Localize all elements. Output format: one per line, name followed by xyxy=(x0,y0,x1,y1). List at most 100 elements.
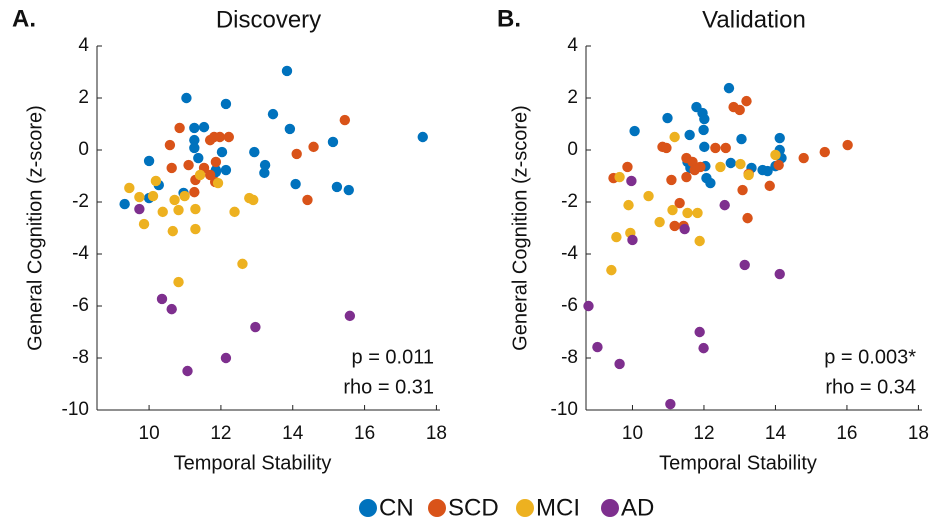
chart-title: Discovery xyxy=(216,6,321,33)
x-tick-label: 14 xyxy=(765,423,787,444)
scatter-point xyxy=(327,136,339,148)
scatter-point xyxy=(695,161,706,173)
scatter-point xyxy=(643,190,654,202)
scatter-point xyxy=(190,203,201,215)
scatter-point xyxy=(669,220,680,232)
scatter-point xyxy=(302,194,313,206)
y-tick-label: -6 xyxy=(561,295,578,316)
scatter-point xyxy=(169,194,180,206)
scatter-point xyxy=(417,131,428,143)
scatter-point xyxy=(622,161,633,173)
y-axis-label: General Cognition (z-score) xyxy=(509,105,531,351)
scatter-point xyxy=(734,104,745,116)
scatter-point xyxy=(742,212,753,224)
x-tick-label: 16 xyxy=(354,423,375,444)
scatter-point xyxy=(220,352,232,364)
scatter-point xyxy=(741,95,752,107)
scatter-point xyxy=(694,235,705,247)
legend-marker xyxy=(428,499,446,517)
scatter-point xyxy=(183,159,194,171)
scatter-point xyxy=(147,190,159,202)
scatter-point xyxy=(774,268,785,280)
scatter-point xyxy=(204,169,216,181)
scatter-point xyxy=(699,113,710,125)
scatter-point xyxy=(259,167,270,179)
scatter-point xyxy=(166,303,177,315)
scatter-point xyxy=(773,159,784,171)
legend-marker xyxy=(516,499,534,517)
x-axis-label: Temporal Stability xyxy=(659,452,817,474)
y-tick-label: 4 xyxy=(78,35,89,56)
scatter-point xyxy=(138,218,150,230)
legend-label: MCI xyxy=(536,494,580,521)
scatter-point xyxy=(698,124,709,136)
scatter-point xyxy=(710,142,721,154)
legend-marker xyxy=(601,499,619,517)
scatter-point xyxy=(698,342,709,354)
scatter-point xyxy=(281,65,293,77)
scatter-point xyxy=(223,131,235,143)
y-axis-label: General Cognition (z-score) xyxy=(24,105,46,351)
y-tick-label: -10 xyxy=(62,399,89,420)
scatter-point xyxy=(661,142,672,154)
scatter-point xyxy=(250,321,261,333)
scatter-point xyxy=(198,121,210,133)
scatter-point xyxy=(665,398,676,410)
scatter-point xyxy=(181,92,192,104)
scatter-point xyxy=(229,206,240,218)
scatter-point xyxy=(692,207,703,219)
subplot: A. Discovery -10 -8 -6 -4 -2 0 2 4 10 12 14 16 18 Tempo… xyxy=(12,5,447,474)
scatter-point xyxy=(629,125,640,137)
scatter-point xyxy=(842,139,853,151)
scatter-point xyxy=(193,152,204,164)
scatter-point xyxy=(606,264,617,276)
scatter-point xyxy=(774,132,785,144)
scatter-point xyxy=(157,206,168,218)
annotation: p = 0.003* xyxy=(824,346,916,368)
scatter-point xyxy=(762,165,773,177)
scatter-point xyxy=(290,178,301,190)
scatter-point xyxy=(212,177,224,189)
scatter-point xyxy=(662,112,673,124)
scatter-point xyxy=(627,234,638,246)
scatter-point xyxy=(725,157,736,169)
scatter-point xyxy=(173,204,184,216)
scatter-point xyxy=(764,180,775,192)
scatter-point xyxy=(654,216,665,228)
scatter-point xyxy=(189,142,200,154)
y-tick-label: -2 xyxy=(72,191,89,212)
y-tick-label: -4 xyxy=(72,243,89,264)
annotation: rho = 0.31 xyxy=(343,376,434,398)
scatter-point xyxy=(679,223,690,235)
y-tick-label: 0 xyxy=(567,139,578,160)
scatter-point xyxy=(244,192,255,204)
y-tick-label: -10 xyxy=(551,399,578,420)
scatter-point xyxy=(674,197,685,209)
scatter-point xyxy=(736,133,747,145)
chart-title: Validation xyxy=(702,6,806,33)
x-tick-label: 10 xyxy=(622,423,643,444)
legend-marker xyxy=(359,499,377,517)
scatter-point xyxy=(723,82,735,94)
scatter-point xyxy=(611,231,622,243)
x-tick-label: 10 xyxy=(139,423,160,444)
scatter-point xyxy=(220,164,232,176)
scatter-point xyxy=(164,139,176,151)
scatter-point xyxy=(694,326,705,338)
scatter-point xyxy=(173,276,184,288)
scatter-point xyxy=(344,310,356,322)
x-tick-label: 14 xyxy=(282,423,304,444)
scatter-point xyxy=(682,207,693,219)
scatter-point xyxy=(583,300,594,312)
y-tick-label: -8 xyxy=(72,347,89,368)
scatter-point xyxy=(189,186,200,198)
scatter-point xyxy=(699,141,710,153)
scatter-point xyxy=(614,358,625,370)
scatter-point xyxy=(179,190,190,202)
scatter-point xyxy=(720,142,731,154)
scatter-point xyxy=(216,146,228,158)
y-tick-label: -2 xyxy=(561,191,578,212)
scatter-point xyxy=(592,341,603,353)
scatter-point xyxy=(143,155,155,167)
scatter-point xyxy=(623,199,634,211)
